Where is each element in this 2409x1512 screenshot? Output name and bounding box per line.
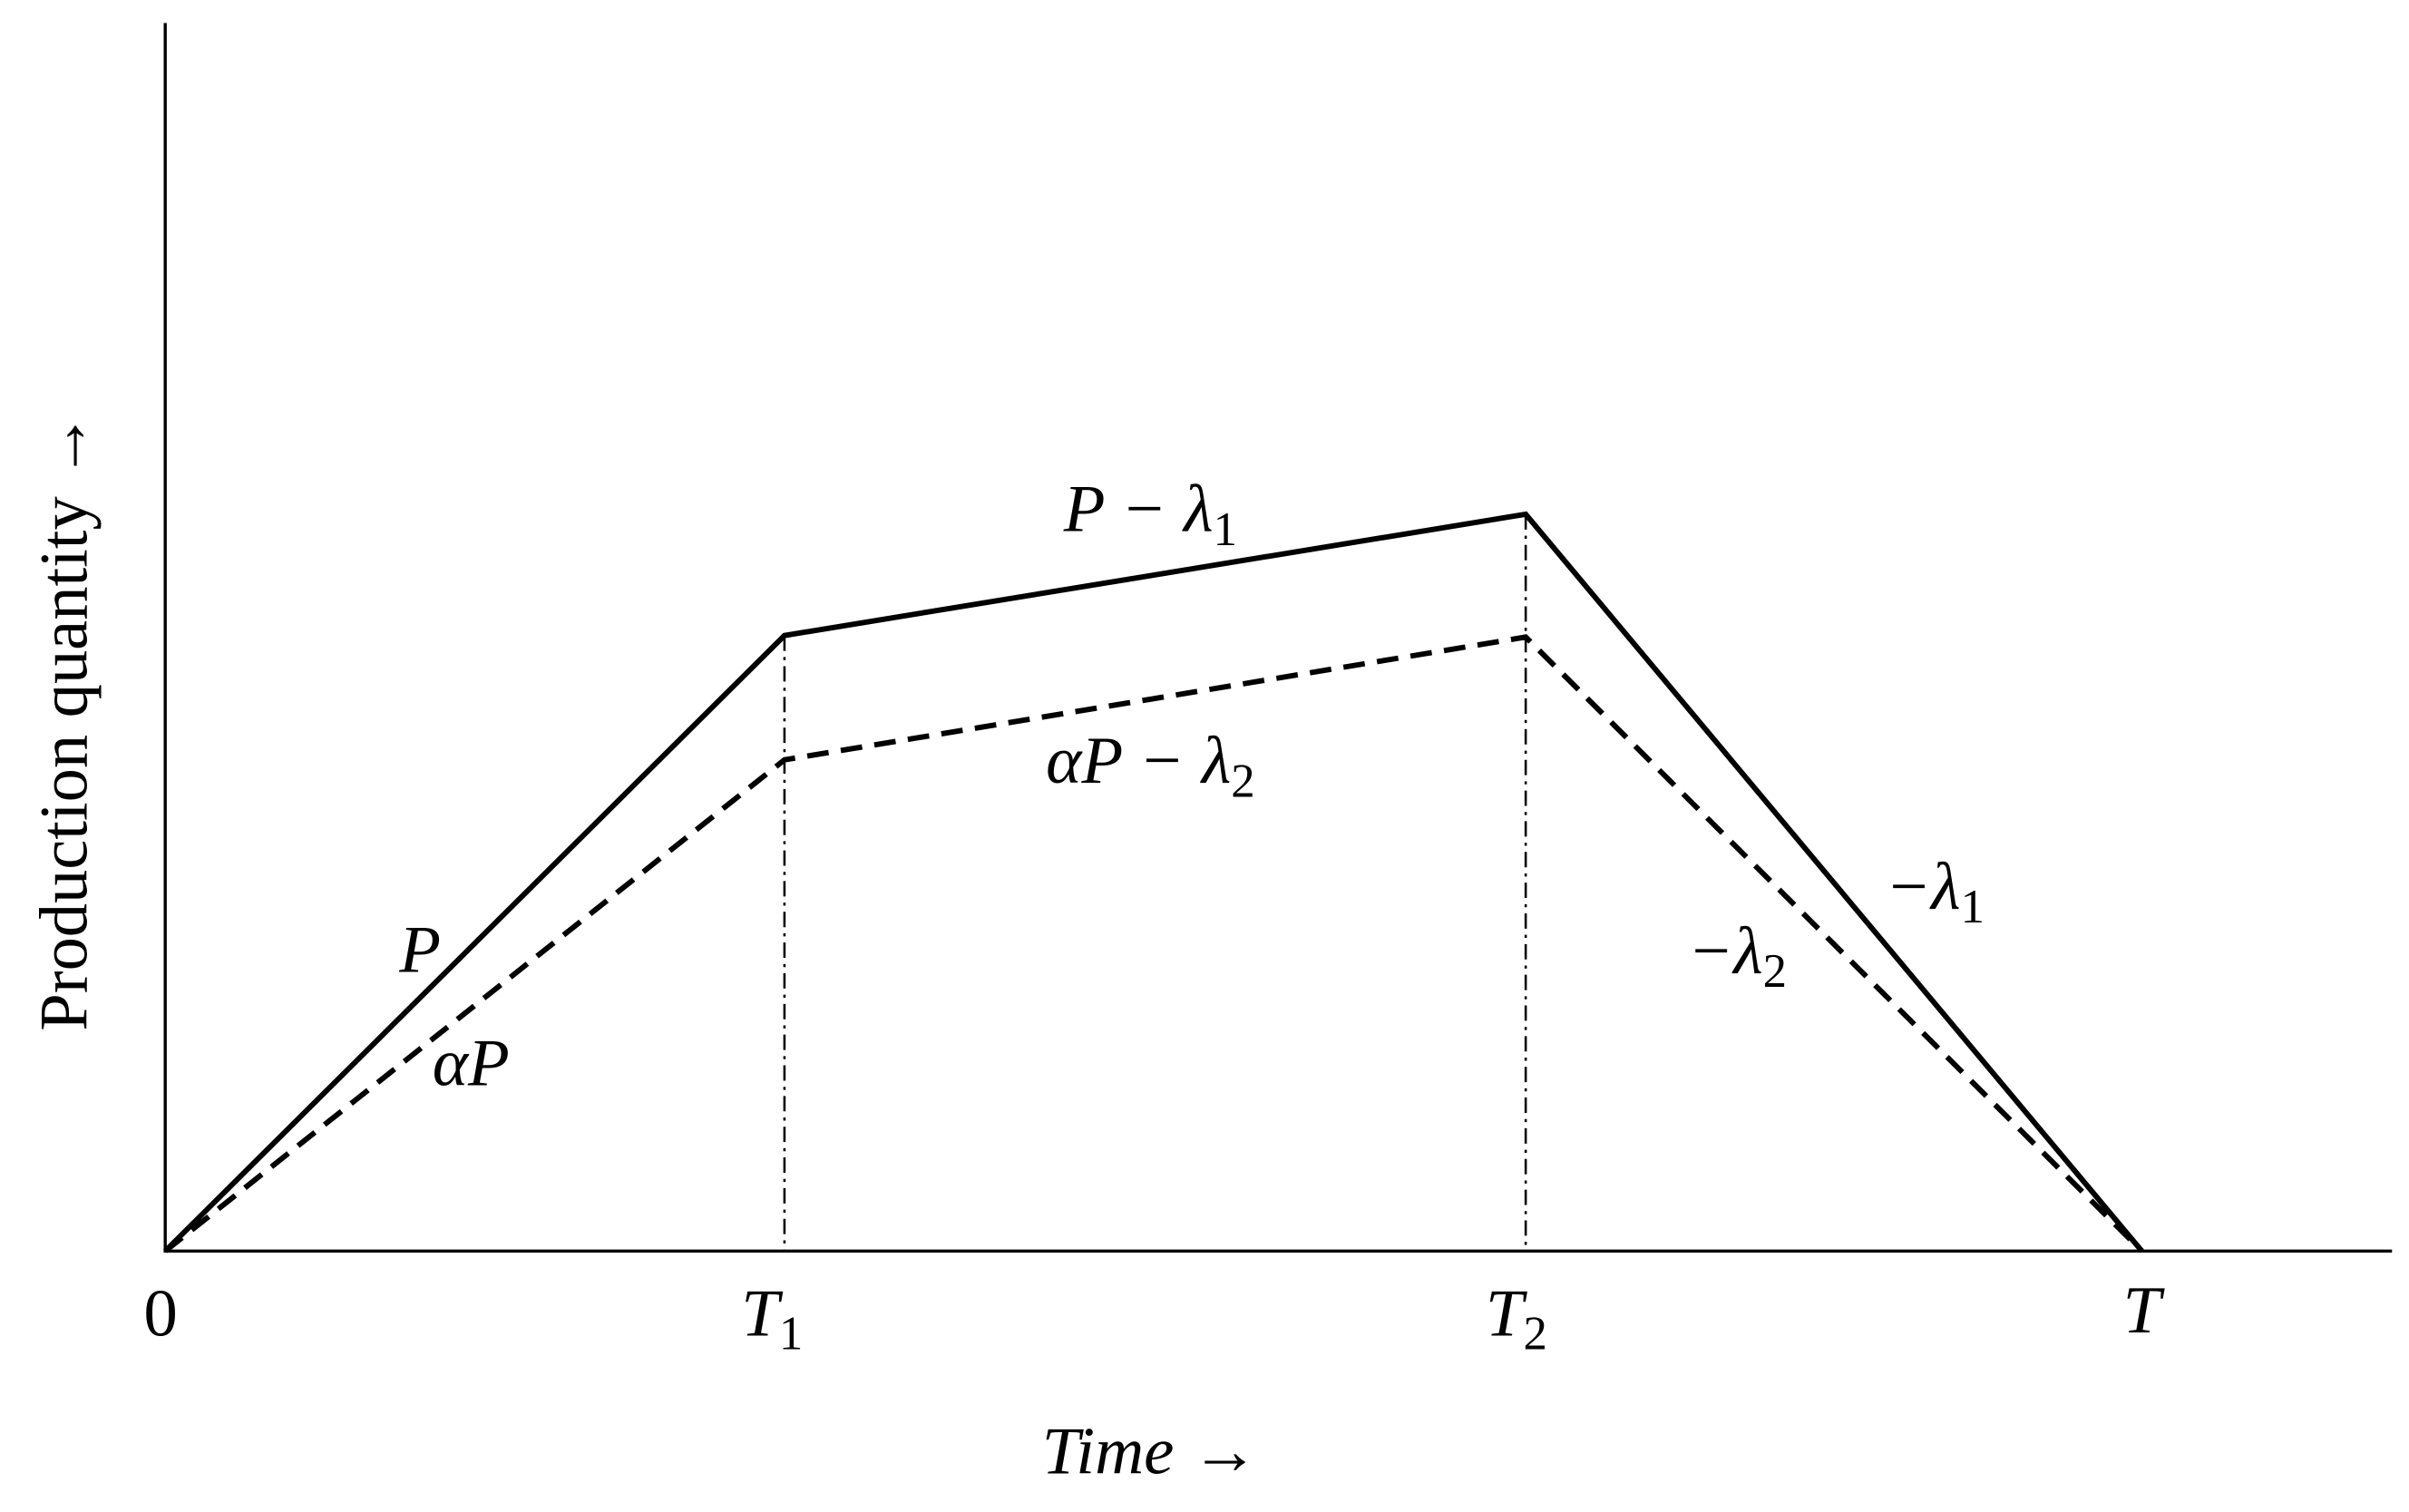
y-axis-label: Production quantity →	[26, 412, 102, 1030]
total-production-line	[163, 511, 2144, 1253]
label-sub: 1	[1961, 881, 1985, 933]
x-axis-label: Time →	[1042, 1414, 1259, 1489]
label-sub: 1	[1214, 503, 1237, 556]
label-main: −λ	[1886, 849, 1961, 924]
tick-main: T	[741, 1276, 783, 1351]
tick-sub: 1	[779, 1308, 803, 1361]
label-main: P − λ	[1063, 472, 1214, 547]
tick-label: T	[2123, 1273, 2165, 1348]
tick-main: T	[2123, 1273, 2165, 1348]
label-sub: 2	[1763, 945, 1787, 998]
tick-label: T1	[741, 1276, 803, 1361]
label-main: αP − λ	[1046, 723, 1231, 798]
tick-label: T2	[1486, 1276, 1547, 1361]
label-main: P	[398, 912, 441, 987]
label-main: −λ	[1688, 913, 1763, 989]
perfect-production-line	[163, 634, 2144, 1253]
label-sub: 2	[1231, 755, 1254, 807]
curve-label: αP − λ2	[1046, 723, 1255, 807]
curve-label: −λ2	[1688, 913, 1787, 998]
tick-sub: 2	[1524, 1308, 1547, 1361]
tick-label: 0	[143, 1276, 177, 1351]
curve-label: P − λ1	[1063, 472, 1237, 556]
tick-main: T	[1486, 1276, 1527, 1351]
curve-label: P	[398, 912, 441, 987]
curve-label: −λ1	[1886, 849, 1985, 933]
tick-main: 0	[143, 1276, 177, 1351]
curve-label: αP	[433, 1026, 510, 1101]
label-main: αP	[433, 1026, 510, 1101]
